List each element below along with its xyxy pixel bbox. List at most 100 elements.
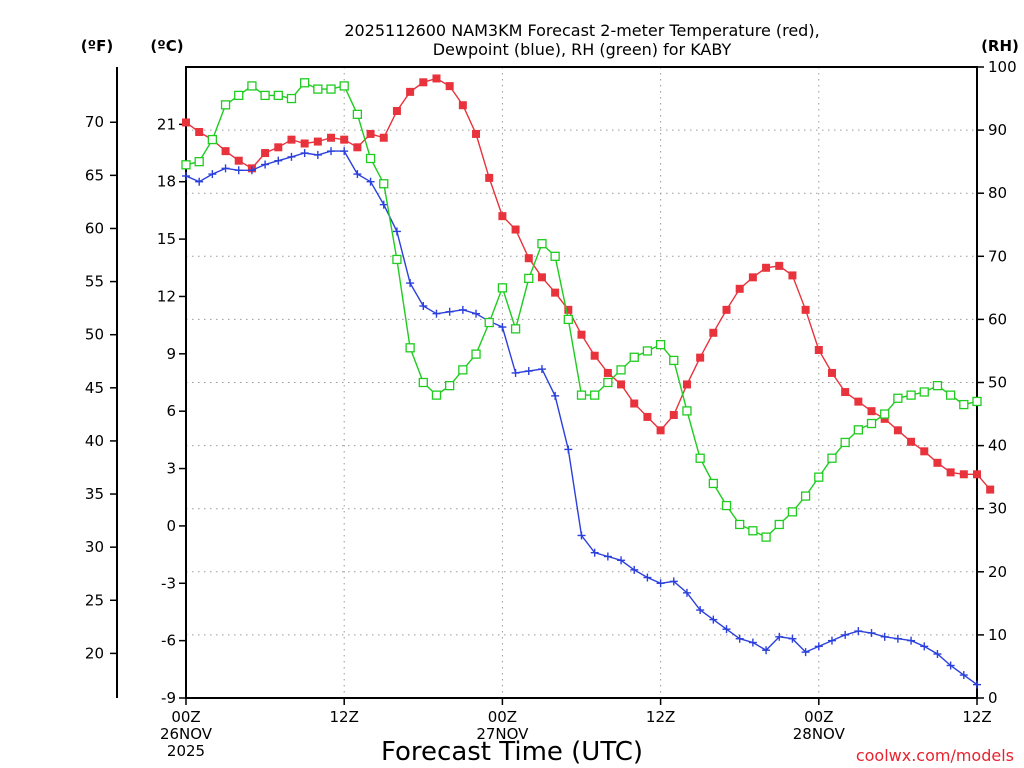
data-point — [485, 173, 494, 182]
data-point — [893, 426, 902, 435]
celsius-tick-label: 6 — [166, 402, 176, 420]
data-point — [762, 646, 771, 655]
data-point — [946, 468, 955, 477]
data-point — [274, 143, 283, 152]
data-point — [814, 642, 823, 651]
celsius-tick-label: 9 — [166, 345, 176, 363]
data-point — [537, 239, 547, 249]
data-point — [906, 390, 916, 400]
data-point — [577, 531, 586, 540]
fahrenheit-tick-label: 55 — [85, 273, 104, 291]
data-point — [775, 632, 784, 641]
rh-tick-label: 70 — [988, 247, 1007, 265]
data-point — [814, 472, 824, 482]
data-point — [195, 128, 204, 137]
series-rh — [181, 78, 982, 542]
data-point — [247, 166, 256, 175]
data-point — [775, 261, 784, 270]
rh-tick-label: 40 — [988, 437, 1007, 455]
data-point — [867, 407, 876, 416]
data-point — [682, 380, 691, 389]
chart-title-line-1: 2025112600 NAM3KM Forecast 2-meter Tempe… — [344, 21, 819, 40]
data-point — [208, 170, 217, 179]
source-credit: coolwx.com/models — [856, 746, 1014, 765]
data-point — [287, 135, 296, 144]
data-point — [576, 390, 587, 400]
x-tick-label: 26NOV — [160, 725, 213, 743]
data-point — [195, 177, 204, 186]
celsius-tick-label: -9 — [161, 689, 176, 707]
data-point — [392, 254, 402, 265]
data-point — [867, 628, 876, 637]
data-point — [392, 106, 401, 115]
data-point — [959, 470, 968, 479]
data-point — [603, 377, 613, 388]
data-point — [919, 387, 929, 397]
data-point — [682, 406, 692, 416]
data-point — [722, 625, 731, 634]
data-point — [432, 74, 441, 83]
data-point — [221, 164, 230, 173]
data-point — [313, 84, 323, 94]
data-point — [260, 90, 270, 101]
data-point — [630, 399, 639, 408]
celsius-tick-label: 15 — [157, 230, 176, 248]
rh-tick-label: 0 — [988, 689, 998, 707]
data-point — [472, 129, 481, 138]
celsius-tick-label: 12 — [157, 287, 176, 305]
data-point — [735, 634, 744, 643]
data-point — [827, 453, 837, 463]
data-point — [537, 273, 546, 282]
data-point — [313, 137, 322, 146]
data-point — [709, 615, 718, 624]
grid-lines — [186, 67, 977, 698]
data-point — [220, 100, 231, 110]
data-point — [339, 81, 349, 91]
data-point — [406, 279, 415, 288]
data-point — [181, 160, 191, 170]
data-point — [590, 548, 599, 557]
data-point — [261, 149, 270, 158]
data-point — [880, 409, 890, 419]
celsius-unit-label: (ºC) — [150, 37, 183, 55]
data-point — [353, 170, 362, 179]
data-point — [458, 305, 467, 314]
rh-unit-label: (RH) — [981, 37, 1019, 55]
data-point — [379, 200, 388, 209]
data-point — [340, 147, 349, 156]
x-tick-label: 28NOV — [793, 725, 846, 743]
data-point — [300, 139, 309, 148]
data-point — [853, 425, 863, 435]
data-point — [696, 353, 705, 362]
celsius-tick-label: 3 — [166, 460, 176, 478]
data-point — [431, 390, 442, 400]
data-point — [498, 323, 507, 332]
data-point — [827, 368, 836, 377]
data-point — [274, 156, 283, 165]
x-tick-label: 27NOV — [476, 725, 529, 743]
fahrenheit-tick-label: 35 — [85, 485, 104, 503]
data-point — [261, 160, 270, 169]
data-point — [722, 305, 731, 314]
data-point — [933, 458, 942, 467]
data-point — [669, 577, 678, 586]
data-point — [550, 251, 560, 261]
data-point — [696, 606, 705, 615]
data-point — [708, 478, 718, 489]
data-point — [762, 263, 771, 272]
data-point — [510, 324, 521, 334]
fahrenheit-tick-label: 25 — [85, 591, 104, 609]
data-point — [406, 87, 415, 96]
data-point — [709, 328, 718, 337]
data-point — [472, 309, 481, 318]
data-point — [695, 453, 705, 463]
data-point — [445, 307, 454, 316]
data-point — [973, 470, 981, 479]
celsius-tick-label: -3 — [161, 574, 176, 592]
data-point — [643, 412, 652, 421]
data-point — [907, 636, 916, 645]
data-point — [524, 254, 533, 263]
data-point — [352, 109, 363, 119]
x-tick-label: 00Z — [171, 708, 200, 726]
rh-tick-label: 20 — [988, 563, 1007, 581]
